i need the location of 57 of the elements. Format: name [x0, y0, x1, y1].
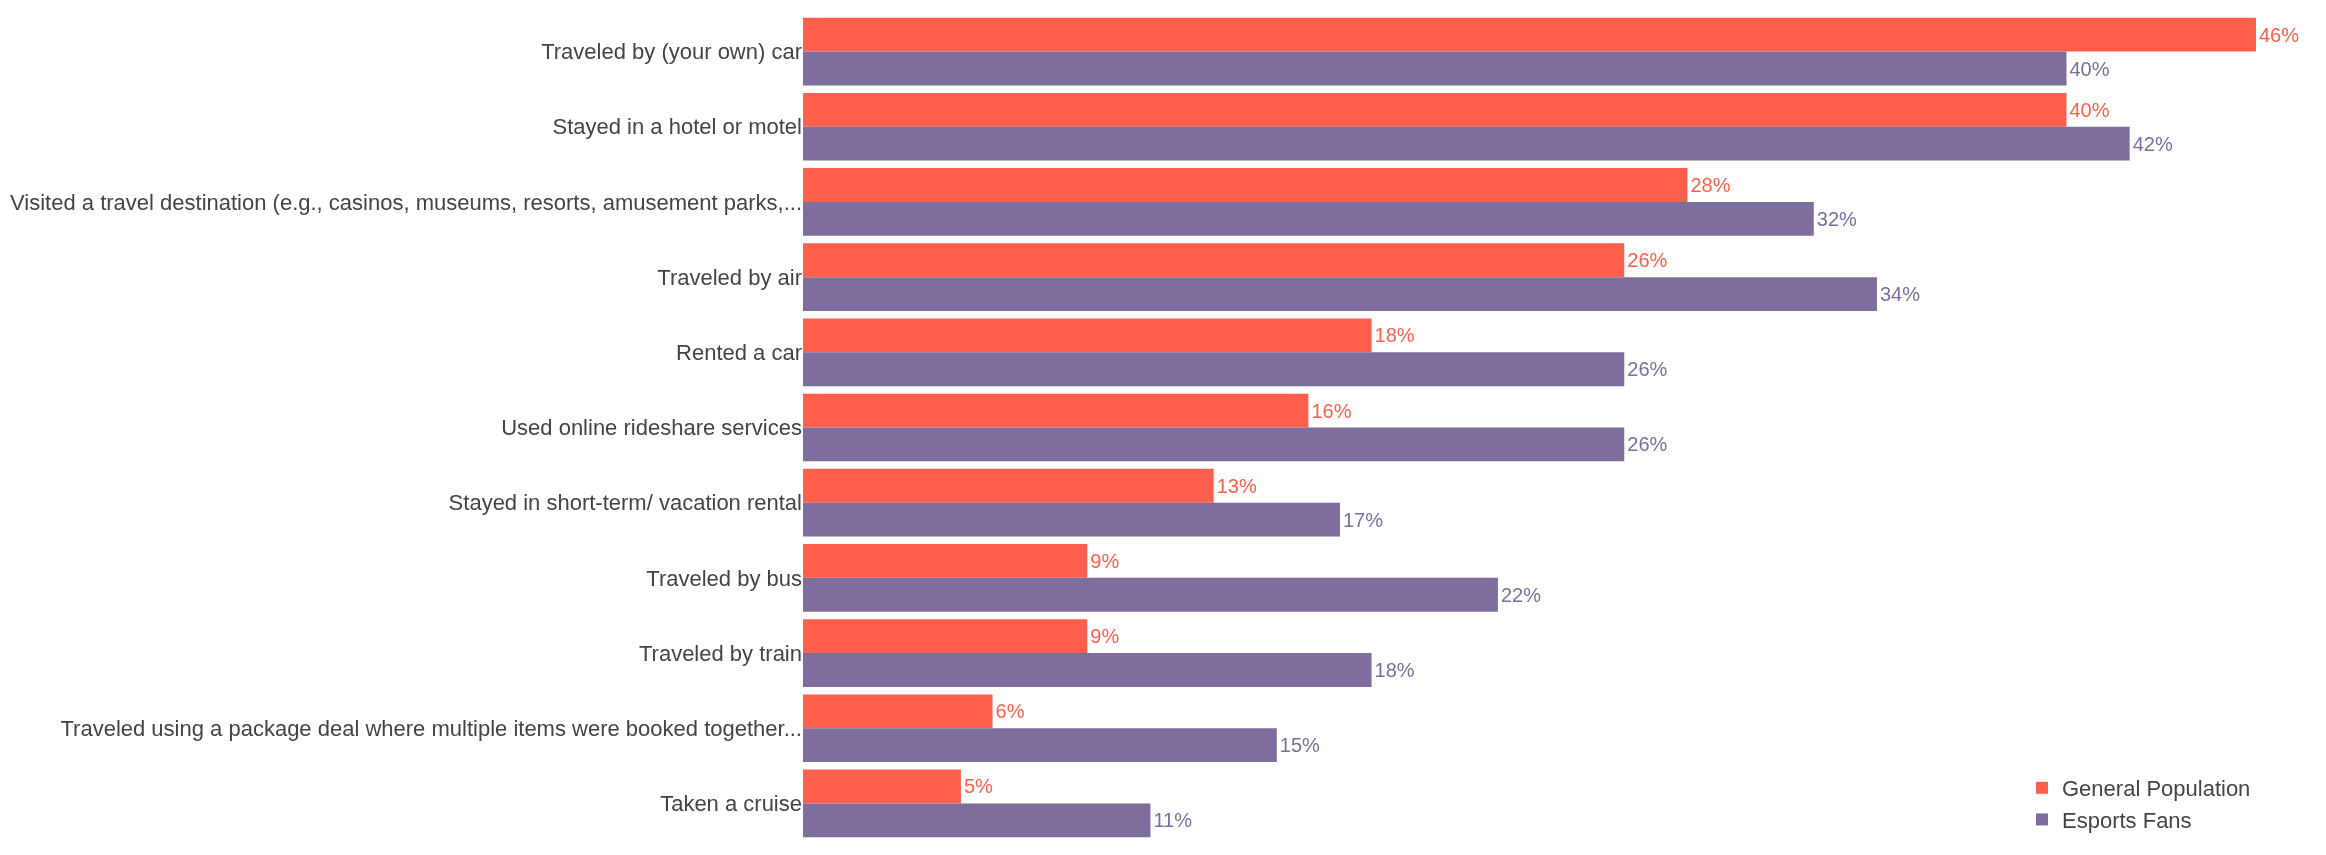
- bar: [803, 544, 1088, 578]
- legend-label: General Population: [2062, 776, 2251, 802]
- bar: [803, 51, 2067, 86]
- bar: [803, 502, 1340, 537]
- bar: [803, 803, 1151, 838]
- data-label: 32%: [1816, 207, 1858, 230]
- data-label: 26%: [1627, 358, 1668, 381]
- data-label: 13%: [1216, 474, 1257, 497]
- y-tick-label: Taken a cruise: [660, 791, 802, 817]
- data-label: 15%: [1279, 734, 1321, 757]
- bar: [803, 352, 1625, 387]
- bar: [803, 577, 1498, 612]
- bar: [803, 393, 1309, 428]
- bar: [803, 168, 1688, 202]
- bar: [803, 17, 2256, 52]
- bar: [803, 619, 1088, 654]
- y-tick-label: Stayed in a hotel or motel: [552, 114, 802, 140]
- y-tick-label: Used online rideshare services: [501, 415, 802, 441]
- bar: [803, 201, 1814, 236]
- bar: [803, 126, 2130, 161]
- data-label: 5%: [963, 775, 994, 798]
- data-label: 40%: [2069, 57, 2110, 80]
- data-label: 9%: [1090, 625, 1120, 648]
- y-tick-label: Traveled by air: [657, 264, 802, 290]
- y-tick-label: Traveled by (your own) car: [541, 39, 802, 65]
- y-tick-label: Traveled by train: [638, 640, 802, 666]
- data-label: 17%: [1342, 508, 1384, 531]
- data-label: 34%: [1879, 283, 1921, 306]
- data-label: 11%: [1153, 809, 1193, 832]
- y-tick-label: Rented a car: [676, 340, 802, 366]
- data-label: 40%: [2069, 98, 2110, 121]
- y-tick-label: Stayed in short-term/ vacation rental: [448, 490, 802, 516]
- bar: [803, 694, 993, 729]
- bar: [803, 318, 1372, 353]
- legend-label: Esports Fans: [2062, 807, 2192, 833]
- data-label: 16%: [1311, 399, 1352, 422]
- bar: [803, 427, 1625, 462]
- data-label: 46%: [2259, 23, 2300, 46]
- data-label: 26%: [1627, 433, 1668, 456]
- bar: [803, 653, 1372, 687]
- data-label: 6%: [995, 700, 1025, 723]
- data-label: 9%: [1090, 549, 1120, 572]
- bar: [803, 468, 1214, 503]
- data-label: 28%: [1690, 174, 1731, 197]
- data-label: 18%: [1374, 324, 1415, 347]
- data-label: 42%: [2132, 132, 2173, 155]
- y-tick-label: Traveled using a package deal where multiple items were booked together...: [60, 715, 802, 741]
- bar: [803, 769, 961, 804]
- bar: [803, 92, 2067, 127]
- data-label: 26%: [1627, 249, 1668, 272]
- data-label: 18%: [1374, 658, 1415, 681]
- y-tick-label: Visited a travel destination (e.g., casinos, museums, resorts, amusement parks,...: [10, 189, 802, 215]
- bar: [803, 728, 1277, 763]
- bar: [803, 243, 1625, 278]
- y-tick-label: Traveled by bus: [646, 565, 802, 591]
- bar: [803, 277, 1877, 311]
- data-label: 22%: [1500, 583, 1542, 606]
